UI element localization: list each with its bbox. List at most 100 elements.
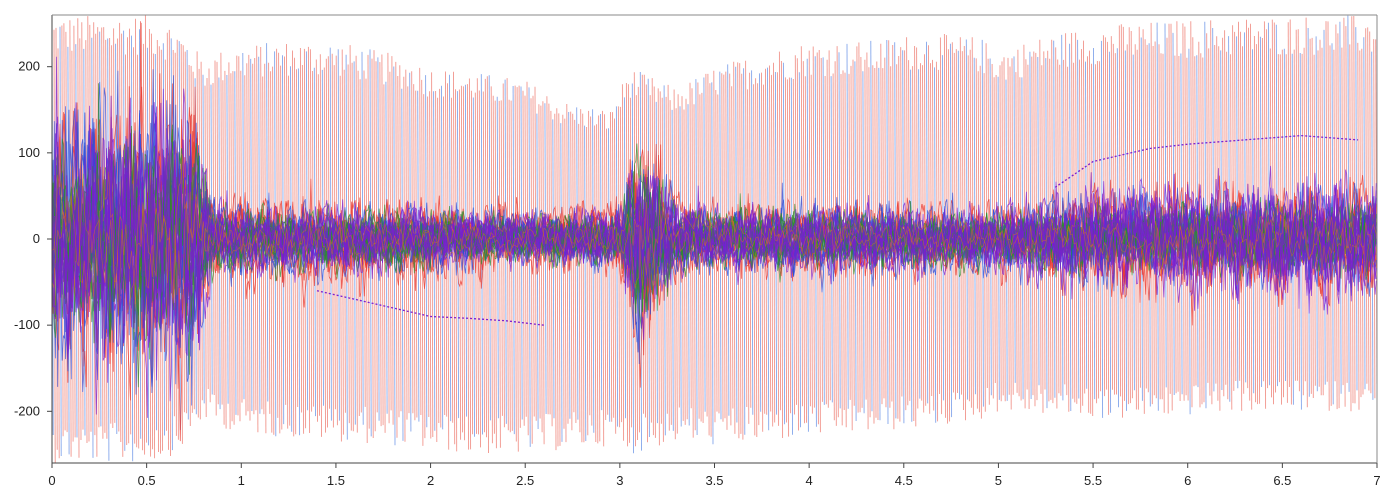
envelope-oscillation (570, 111, 573, 431)
envelope-oscillation (574, 119, 577, 424)
envelope-oscillation (596, 124, 599, 444)
envelope-oscillation (528, 87, 531, 447)
envelope-oscillation (615, 106, 619, 427)
envelope-oscillation (623, 97, 627, 419)
envelope-oscillation (1067, 66, 1070, 412)
envelope-oscillation (959, 37, 962, 395)
dotted-trace-layer (316, 134, 1359, 326)
envelope-oscillation (939, 37, 943, 415)
series-line-purple (52, 88, 1377, 418)
y-tick-label: 100 (18, 145, 40, 160)
envelope-oscillation (566, 103, 569, 424)
envelope-oscillation (508, 99, 511, 433)
envelope-oscillation (502, 83, 505, 428)
envelope-oscillation (584, 125, 587, 442)
envelope-oscillation (755, 78, 758, 438)
envelope-oscillation (482, 91, 485, 433)
envelope-oscillation (437, 97, 440, 424)
envelope-oscillation (538, 104, 541, 419)
envelope-oscillation (514, 85, 517, 442)
x-tick-label: 3 (616, 473, 623, 488)
y-tick-label: 0 (33, 231, 40, 246)
envelope-oscillation (965, 39, 968, 400)
envelope-oscillation (602, 110, 605, 447)
envelope-oscillation (1261, 37, 1265, 382)
envelope-oscillation (451, 97, 454, 423)
x-tick-label: 2 (427, 473, 434, 488)
envelope-oscillation (606, 128, 609, 415)
envelope-oscillation (522, 90, 525, 426)
envelope-oscillation (536, 113, 539, 430)
envelope-oscillation (786, 79, 790, 437)
envelope-oscillation (693, 104, 696, 431)
envelope-oscillation (588, 110, 591, 416)
envelope-oscillation (516, 87, 519, 452)
envelope-oscillation (558, 113, 561, 446)
x-tick-label: 5.5 (1084, 473, 1102, 488)
envelope-oscillation (466, 84, 470, 450)
envelope-oscillation (510, 100, 513, 431)
envelope-oscillation (552, 119, 555, 419)
x-tick-label: 0 (48, 473, 55, 488)
envelope-oscillation (673, 89, 676, 440)
x-tick-label: 1 (238, 473, 245, 488)
x-tick-label: 3.5 (705, 473, 723, 488)
x-tick-label: 4.5 (895, 473, 913, 488)
envelope-oscillation (1118, 25, 1121, 397)
x-tick-label: 6 (1184, 473, 1191, 488)
envelope-oscillation (930, 63, 933, 397)
y-tick-label: 200 (18, 59, 40, 74)
envelope-oscillation (661, 97, 664, 442)
x-tick-label: 5 (995, 473, 1002, 488)
envelope-oscillation (699, 94, 702, 422)
envelope-oscillation (423, 94, 426, 439)
envelope-oscillation (590, 116, 593, 426)
envelope-oscillation (542, 101, 545, 445)
envelope-oscillation (586, 126, 589, 436)
envelope-oscillation (1287, 22, 1290, 388)
envelope-oscillation (1176, 21, 1179, 392)
envelope-oscillation (582, 113, 585, 443)
envelope-oscillation (1303, 47, 1306, 382)
envelope-oscillation (560, 123, 563, 442)
envelope-oscillation (1164, 23, 1167, 388)
purple-dotted-trace (1054, 134, 1359, 188)
series-line-orange (52, 166, 1377, 314)
x-tick-label: 6.5 (1273, 473, 1291, 488)
envelope-oscillation (598, 115, 601, 442)
envelope-oscillation (610, 111, 613, 422)
envelope-oscillation (671, 109, 674, 431)
x-tick-label: 7 (1373, 473, 1380, 488)
envelope-oscillation (653, 86, 656, 438)
envelope-oscillation (562, 114, 565, 429)
envelope-oscillation (675, 108, 678, 434)
envelope-oscillation (619, 106, 623, 423)
x-tick-label: 2.5 (516, 473, 534, 488)
envelope-oscillation (556, 108, 559, 447)
y-tick-label: -200 (14, 403, 40, 418)
envelope-oscillation (594, 125, 597, 443)
y-tick-label: -100 (14, 317, 40, 332)
y-ticks: -200 -100 0 100 200 (14, 59, 52, 418)
envelope-oscillation (614, 118, 617, 434)
envelope-oscillation (554, 113, 557, 451)
envelope-oscillation (486, 76, 489, 454)
envelope-oscillation (546, 96, 549, 415)
envelope-oscillation (617, 106, 621, 428)
envelope-oscillation (1110, 36, 1113, 390)
envelope-oscillation (1122, 26, 1125, 401)
envelope-oscillation (472, 97, 475, 437)
envelope-oscillation (608, 128, 611, 422)
envelope-oscillation (512, 85, 515, 435)
x-ticks: 0 0.5 1 1.5 2 2.5 3 3.5 4 4.5 5 5.5 6 6.5 7 (48, 463, 1381, 488)
envelope-oscillation (498, 100, 501, 448)
x-tick-label: 1.5 (327, 473, 345, 488)
x-tick-label: 4 (806, 473, 813, 488)
envelope-oscillation (500, 100, 503, 416)
series-line-purple (52, 97, 1377, 381)
envelope-oscillation (530, 98, 533, 444)
envelope-oscillation (494, 100, 497, 449)
envelope-oscillation (1365, 28, 1368, 384)
